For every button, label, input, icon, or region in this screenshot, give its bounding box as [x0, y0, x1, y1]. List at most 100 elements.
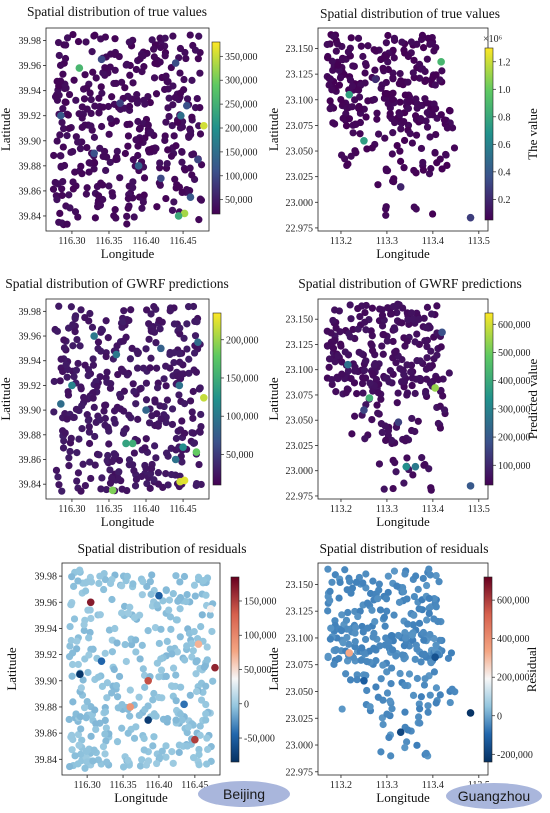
bj-resid-point	[195, 761, 203, 769]
gz-resid-point	[352, 578, 360, 586]
bj-resid-point	[157, 625, 165, 633]
gz-true-point	[344, 48, 352, 56]
gz-resid-point	[423, 616, 431, 624]
bj-true-point	[75, 64, 84, 72]
bj-gwrf-point	[146, 484, 154, 492]
bj-resid-point	[132, 723, 140, 731]
bj-gwrf-point	[73, 335, 81, 344]
bj-gwrf-point	[111, 419, 119, 427]
bj-gwrf-point	[166, 350, 174, 359]
gz-gwrf-point	[423, 303, 432, 311]
bj-true-point	[95, 94, 103, 102]
gz-true-xlabel: Longitude	[376, 246, 430, 261]
bj-gwrf-point	[185, 355, 193, 363]
gz-true-ytick-label: 22.975	[286, 223, 314, 234]
bj-gwrf-point	[67, 434, 75, 442]
bj-resid-point	[135, 711, 143, 720]
bj-gwrf-point	[133, 364, 142, 372]
bj-resid-point	[168, 650, 176, 658]
gz-true-point	[331, 120, 339, 128]
gz-gwrf-point	[391, 325, 399, 334]
bj-resid-point	[74, 660, 82, 669]
bj-resid-point	[140, 734, 148, 743]
bj-true-ytick-label: 39.86	[19, 186, 42, 197]
bj-true-point	[51, 93, 60, 101]
gz-gwrf-point	[403, 454, 411, 462]
bj-gwrf-point	[195, 385, 203, 393]
bj-gwrf-point	[178, 458, 186, 466]
bj-gwrf-point	[52, 466, 61, 474]
bj-resid-point	[98, 682, 107, 690]
bj-resid-point	[86, 598, 95, 607]
gz-true-point	[400, 136, 409, 145]
gz-gwrf-point	[380, 331, 388, 339]
gz-resid-point	[369, 577, 377, 585]
gz-gwrf-xtick-label: 113.5	[468, 504, 490, 515]
gz-resid-point	[381, 622, 389, 630]
bj-gwrf-point	[95, 451, 103, 459]
bj-gwrf-point	[80, 393, 88, 402]
bj-true-point	[146, 145, 154, 154]
bj-gwrf-point	[70, 372, 78, 381]
bj-gwrf-point	[142, 396, 151, 404]
gz-gwrf-point	[393, 399, 401, 407]
gz-resid-point	[427, 658, 435, 666]
bj-true-point	[187, 127, 195, 136]
bj-true-point	[169, 32, 177, 40]
gz-true-cb-tick-label: 1.2	[498, 57, 511, 68]
bj-gwrf-point	[189, 414, 197, 422]
gz-resid-point	[421, 675, 429, 683]
gz-resid-point	[361, 635, 370, 644]
bj-gwrf-point	[72, 405, 81, 413]
gz-resid-point	[412, 572, 420, 580]
bj-resid-cb-tick-label: 0	[244, 699, 249, 710]
gz-gwrf-point	[420, 461, 428, 469]
gz-true-point	[397, 125, 405, 133]
bj-gwrf-point	[147, 465, 156, 473]
bj-gwrf-point	[106, 466, 114, 474]
gz-resid-point	[395, 598, 404, 606]
bj-resid-point	[101, 716, 109, 725]
bj-true-point	[178, 147, 186, 156]
gz-true-ytick-label: 23.025	[286, 172, 314, 183]
bj-true-point	[134, 162, 143, 170]
bj-true-point	[188, 76, 196, 84]
gz-true-point	[396, 183, 405, 191]
gz-true-point	[332, 47, 340, 55]
gz-true-point	[348, 103, 356, 111]
gz-resid-point	[377, 748, 385, 756]
gz-resid-point	[394, 631, 402, 640]
bj-gwrf-point	[71, 328, 79, 336]
gz-gwrf-point	[411, 462, 420, 471]
gz-true-title: Spatial distribution of true values	[320, 6, 500, 21]
guangzhou-label: Guangzhou	[458, 788, 530, 804]
gz-true-point	[419, 166, 427, 174]
bj-gwrf-point	[142, 406, 150, 414]
gz-true-point	[360, 136, 368, 145]
bj-true-point	[56, 131, 64, 139]
gz-true-point	[341, 155, 349, 163]
gz-gwrf-point	[386, 310, 395, 318]
gz-resid-point	[345, 640, 353, 648]
gz-true-point	[354, 86, 363, 94]
bj-true-point	[81, 71, 89, 79]
bj-resid-point	[172, 572, 180, 580]
gz-true-point	[326, 97, 334, 105]
bj-gwrf-cb-tick-label: 50,000	[226, 450, 254, 461]
bj-resid-point	[118, 609, 126, 617]
bj-resid-point	[87, 732, 95, 740]
bj-resid-point	[196, 722, 204, 730]
bj-resid-title: Spatial distribution of residuals	[77, 541, 246, 556]
bj-resid-point	[101, 575, 109, 584]
gz-gwrf-point	[359, 389, 367, 397]
bj-resid-point	[103, 679, 111, 687]
bj-resid-point	[97, 657, 106, 665]
bj-gwrf-point	[130, 466, 138, 475]
gz-gwrf-point	[375, 460, 384, 468]
bj-resid-point	[138, 591, 146, 599]
gz-resid-point	[387, 752, 395, 760]
bj-true-panel: Spatial distribution of true values 116.3…	[0, 4, 258, 261]
bj-true-point	[65, 191, 73, 199]
gz-resid-point	[335, 594, 343, 602]
bj-resid-point	[158, 747, 166, 755]
